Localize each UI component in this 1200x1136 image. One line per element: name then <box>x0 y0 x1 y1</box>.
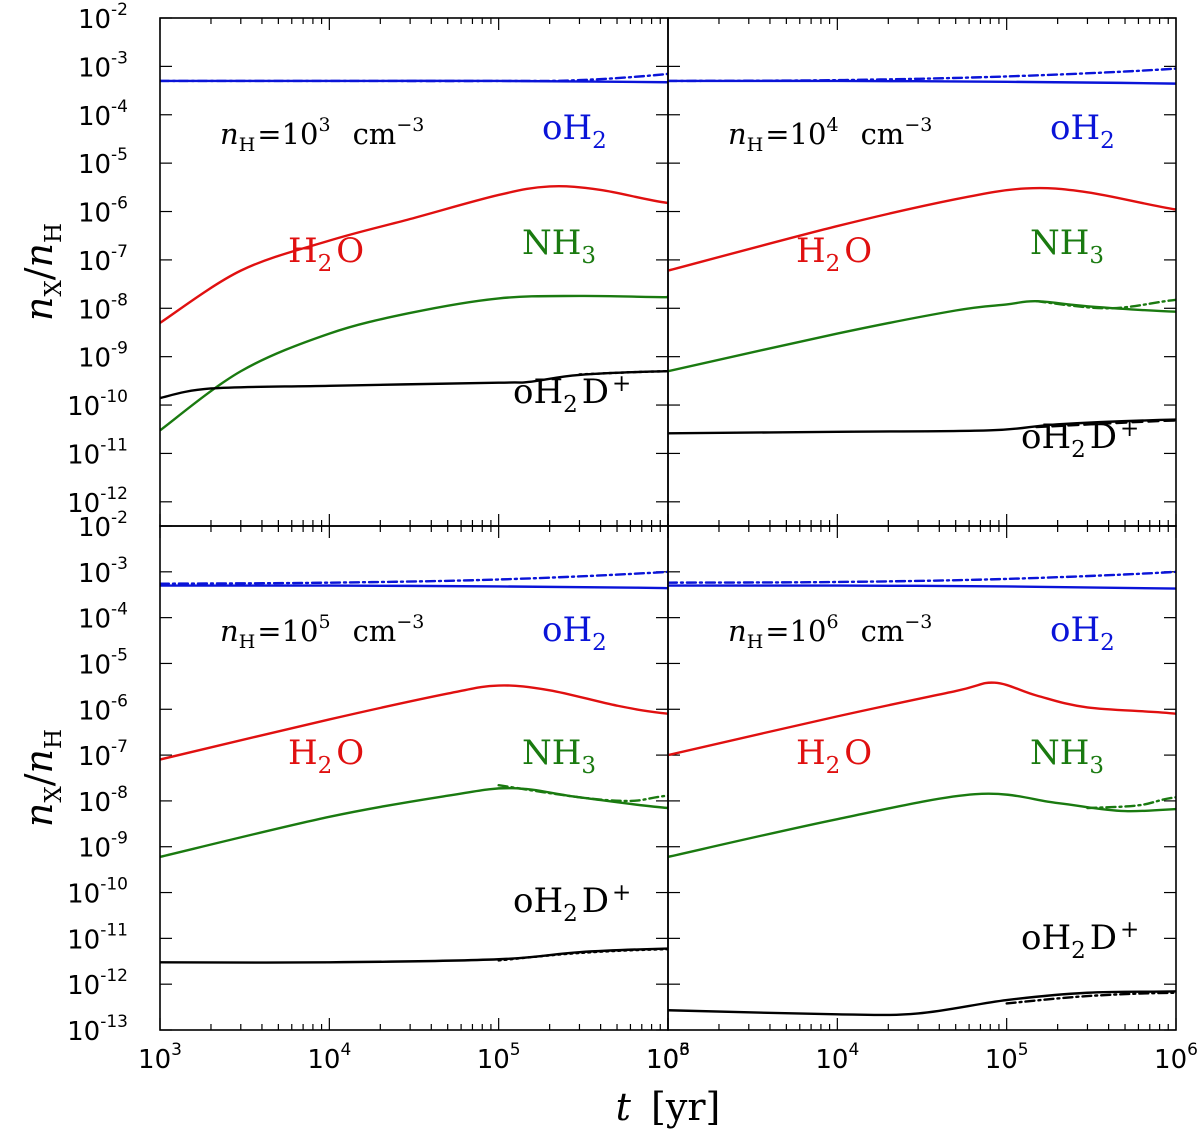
x-tick-label: 105 <box>477 1040 521 1075</box>
panel-ticks <box>667 17 1177 526</box>
species-label-oH2Dplus: oH2 D + <box>1021 917 1139 964</box>
species-label-oH2: oH2 <box>1050 610 1115 656</box>
series-line-NH3-dashdot <box>666 294 668 298</box>
y-bottom-tick-label: 10-5 <box>78 645 128 680</box>
species-label-H2O: H2 O <box>796 733 872 779</box>
y-bottom-tick-label: 10-11 <box>67 920 128 955</box>
series-group <box>668 570 1176 1017</box>
y-bottom-tick-label: 10-13 <box>67 1012 128 1047</box>
y-bottom-tick-label: 10-10 <box>67 875 128 910</box>
x-tick-label: 105 <box>985 1040 1029 1075</box>
panel-4: oH2 H2 O NH3 oH2 D + nH=106 cm−3 <box>667 525 1177 1031</box>
x-tick-label: 104 <box>815 1040 859 1075</box>
series-line-NH3-solid <box>160 786 668 859</box>
y-top-tick-label: 10-4 <box>78 97 128 132</box>
series-line-oH2Dplus-dashed <box>1035 419 1176 429</box>
species-label-oH2: oH2 <box>1050 108 1115 154</box>
y-top-tick-label: 10-3 <box>78 48 128 83</box>
series-line-H2O-dashdot <box>1174 712 1176 715</box>
panel-frame <box>667 525 1177 1031</box>
x-tick-label: 103 <box>138 1040 182 1075</box>
y-top-tick-label: 10-5 <box>78 145 128 180</box>
series-line-oH2-dashdot <box>160 72 668 83</box>
y-top-tick-label: 10-11 <box>67 435 128 470</box>
species-label-oH2Dplus: oH2 D + <box>1021 416 1139 463</box>
y-top-tick-label: 10-12 <box>67 484 128 519</box>
y-top-tick-label: 10-8 <box>78 290 128 325</box>
series-line-oH2-dashdot <box>160 570 668 585</box>
species-label-NH3: NH3 <box>1030 733 1104 779</box>
y-axis-title-top: nX/nH <box>17 223 67 321</box>
x-tick-label: 106 <box>1154 1040 1198 1075</box>
x-axis-title: t [yr] <box>616 1085 721 1129</box>
y-bottom-tick-label: 10-12 <box>67 966 128 1001</box>
series-line-oH2Dplus-solid <box>668 990 1176 1017</box>
series-group <box>160 72 668 432</box>
density-annotation: nH=105 cm−3 <box>220 611 424 653</box>
y-bottom-tick-label: 10-8 <box>78 783 128 818</box>
series-line-oH2Dplus-dotted <box>578 370 668 376</box>
series-group <box>668 67 1176 435</box>
y-bottom-tick-label: 10-2 <box>78 508 128 543</box>
density-annotation: nH=104 cm−3 <box>728 114 932 156</box>
series-line-oH2-dashdot <box>668 67 1176 83</box>
species-label-H2O: H2 O <box>796 231 872 277</box>
plot-root: oH2 H2 O NH3 oH2 D + nH=103 cm−3 oH2 H2 O NH3 oH2 D + nH… <box>17 0 1198 1129</box>
series-line-NH3-solid <box>668 792 1176 859</box>
panel-3: oH2 H2 O NH3 oH2 D + nH=105 cm−3 <box>159 525 669 1031</box>
series-line-oH2Dplus-solid <box>160 370 668 400</box>
species-label-oH2Dplus: oH2 D + <box>513 371 631 418</box>
y-top-tick-label: 10-2 <box>78 0 128 35</box>
species-label-oH2: oH2 <box>542 108 607 154</box>
species-label-NH3: NH3 <box>522 223 596 269</box>
y-top-tick-label: 10-9 <box>78 339 128 374</box>
series-line-H2O-solid <box>668 681 1176 757</box>
x-tick-label: 103 <box>646 1040 690 1075</box>
series-line-NH3-solid <box>668 300 1176 373</box>
series-line-NH3-dashdot <box>1086 796 1176 810</box>
series-line-NH3-dashdot <box>497 784 668 803</box>
density-annotation: nH=103 cm−3 <box>220 114 424 156</box>
y-top-tick-label: 10-7 <box>78 242 128 277</box>
species-label-NH3: NH3 <box>522 733 596 779</box>
y-top-tick-label: 10-10 <box>67 387 128 422</box>
series-line-oH2-solid <box>160 584 668 590</box>
panel-1: oH2 H2 O NH3 oH2 D + nH=103 cm−3 <box>159 17 669 527</box>
species-label-NH3: NH3 <box>1030 223 1104 269</box>
series-line-H2O-solid <box>668 186 1176 272</box>
y-top-tick-label: 10-6 <box>78 194 128 229</box>
density-annotation: nH=106 cm−3 <box>728 611 932 653</box>
panel-2: oH2 H2 O NH3 oH2 D + nH=104 cm−3 <box>667 17 1177 527</box>
panel-ticks <box>159 525 669 1031</box>
series-line-H2O-solid <box>160 185 668 325</box>
y-bottom-tick-label: 10-7 <box>78 737 128 772</box>
y-bottom-tick-label: 10-9 <box>78 829 128 864</box>
x-tick-label: 104 <box>307 1040 351 1075</box>
x-tick-label: 106 <box>646 1040 690 1075</box>
series-line-oH2-dashdot <box>668 570 1176 584</box>
y-axis-title-bottom: nX/nH <box>17 729 67 827</box>
series-line-NH3-dashdot <box>1035 298 1176 310</box>
series-line-H2O-solid <box>160 684 668 761</box>
y-bottom-tick-label: 10-6 <box>78 691 128 726</box>
series-line-oH2Dplus-solid <box>668 418 1176 435</box>
y-bottom-tick-label: 10-4 <box>78 600 128 635</box>
species-label-oH2: oH2 <box>542 610 607 656</box>
species-label-H2O: H2 O <box>288 733 364 779</box>
series-line-oH2-solid <box>668 79 1176 85</box>
series-line-oH2-solid <box>668 584 1176 590</box>
y-bottom-tick-label: 10-3 <box>78 554 128 589</box>
species-label-oH2Dplus: oH2 D + <box>513 880 631 927</box>
series-group <box>160 570 668 964</box>
series-line-oH2Dplus-dashdot <box>1005 991 1176 1005</box>
series-line-NH3-solid <box>160 294 668 432</box>
species-label-H2O: H2 O <box>288 231 364 277</box>
panel-ticks <box>159 17 669 526</box>
